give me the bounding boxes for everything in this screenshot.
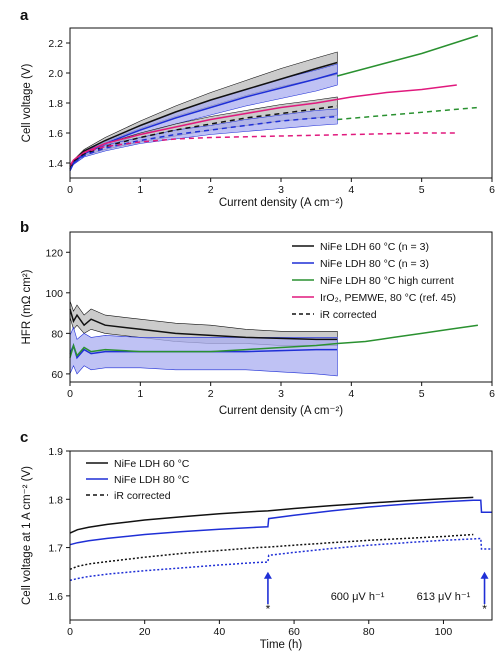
x-tick-label: 2 bbox=[208, 184, 214, 196]
y-tick-label: 2.0 bbox=[48, 68, 63, 80]
y-tick-label: 1.8 bbox=[48, 98, 63, 110]
legend-label: NiFe LDH 80 °C high current bbox=[320, 275, 454, 287]
x-tick-label: 3 bbox=[278, 184, 284, 196]
series-line bbox=[69, 499, 492, 546]
x-tick-label: 4 bbox=[348, 184, 354, 196]
legend-label: iR corrected bbox=[320, 309, 377, 321]
x-tick-label: 40 bbox=[214, 626, 226, 638]
legend: NiFe LDH 60 °C NiFe LDH 80 °C iR corrected bbox=[86, 458, 190, 502]
annotation: 613 μV h⁻¹ bbox=[417, 591, 471, 603]
series-line bbox=[69, 537, 492, 582]
series-line bbox=[69, 533, 474, 570]
y-axis-label: HFR (mΩ cm²) bbox=[21, 269, 33, 344]
panel-letter: c bbox=[20, 429, 28, 446]
panel-a: a 0 1 2 3 4 5 6 1.4 1.6 1.8 2.0 2.2 Current density (… bbox=[20, 7, 495, 209]
series-line bbox=[69, 72, 338, 171]
y-tick-label: 1.9 bbox=[48, 446, 63, 458]
arrow-head bbox=[480, 571, 489, 579]
x-tick-label: 80 bbox=[363, 626, 375, 638]
legend-label: NiFe LDH 80 °C bbox=[114, 474, 190, 486]
y-tick-label: 1.6 bbox=[48, 128, 63, 140]
legend-label: NiFe LDH 60 °C (n = 3) bbox=[320, 241, 429, 253]
x-axis-label: Current density (A cm⁻²) bbox=[219, 405, 343, 417]
y-axis-label: Cell voltage at 1 A cm⁻² (V) bbox=[21, 466, 33, 605]
y-tick-label: 80 bbox=[51, 328, 63, 340]
x-tick-label: 5 bbox=[419, 388, 425, 400]
x-tick-label: 60 bbox=[288, 626, 300, 638]
y-tick-label: 120 bbox=[45, 247, 63, 259]
error-band bbox=[69, 108, 338, 171]
x-axis-label: Current density (A cm⁻²) bbox=[219, 197, 343, 209]
legend: NiFe LDH 60 °C (n = 3) NiFe LDH 80 °C (n … bbox=[292, 241, 456, 321]
annotation: * bbox=[266, 602, 271, 616]
panel-letter: b bbox=[20, 219, 29, 236]
y-tick-label: 2.2 bbox=[48, 38, 63, 50]
series-line bbox=[69, 84, 457, 167]
series-line bbox=[69, 105, 338, 170]
y-tick-label: 1.4 bbox=[48, 158, 63, 170]
y-axis-label: Cell voltage (V) bbox=[21, 64, 33, 143]
legend-label: iR corrected bbox=[114, 490, 171, 502]
x-tick-label: 20 bbox=[139, 626, 151, 638]
x-tick-label: 0 bbox=[67, 388, 73, 400]
panel-c: c 0 20 40 60 80 100 1.6 1.7 1.8 1.9 Time (h) Cell vo… bbox=[20, 429, 493, 651]
x-tick-label: 1 bbox=[137, 388, 143, 400]
series-line bbox=[69, 324, 479, 358]
x-tick-label: 1 bbox=[137, 184, 143, 196]
y-tick-label: 100 bbox=[45, 288, 63, 300]
series-line bbox=[69, 308, 338, 341]
x-tick-label: 6 bbox=[489, 388, 495, 400]
legend-label: NiFe LDH 60 °C bbox=[114, 458, 190, 470]
series-line bbox=[69, 496, 474, 534]
annotation: 600 μV h⁻¹ bbox=[331, 591, 385, 603]
series-line bbox=[337, 34, 479, 77]
y-tick-label: 1.8 bbox=[48, 494, 63, 506]
annotation: * bbox=[482, 602, 487, 616]
x-tick-label: 4 bbox=[348, 388, 354, 400]
y-tick-label: 1.7 bbox=[48, 543, 63, 555]
x-tick-label: 0 bbox=[67, 626, 73, 638]
arrow-head bbox=[263, 571, 272, 579]
y-tick-label: 60 bbox=[51, 369, 63, 381]
panel-letter: a bbox=[20, 7, 29, 24]
plot-frame bbox=[69, 450, 493, 621]
y-tick-label: 1.6 bbox=[48, 591, 63, 603]
x-tick-label: 100 bbox=[435, 626, 453, 638]
x-axis-label: Time (h) bbox=[260, 639, 303, 651]
x-tick-label: 3 bbox=[278, 388, 284, 400]
x-tick-label: 5 bbox=[419, 184, 425, 196]
x-tick-label: 2 bbox=[208, 388, 214, 400]
x-tick-label: 6 bbox=[489, 184, 495, 196]
x-tick-label: 0 bbox=[67, 184, 73, 196]
legend-label: NiFe LDH 80 °C (n = 3) bbox=[320, 258, 429, 270]
panel-b: b 0 1 2 3 4 5 6 60 80 100 120 Current density (A cm⁻… bbox=[20, 219, 495, 417]
series-line bbox=[69, 132, 457, 167]
legend-label: IrO₂, PEMWE, 80 °C (ref. 45) bbox=[320, 292, 456, 304]
series-line bbox=[337, 106, 478, 121]
